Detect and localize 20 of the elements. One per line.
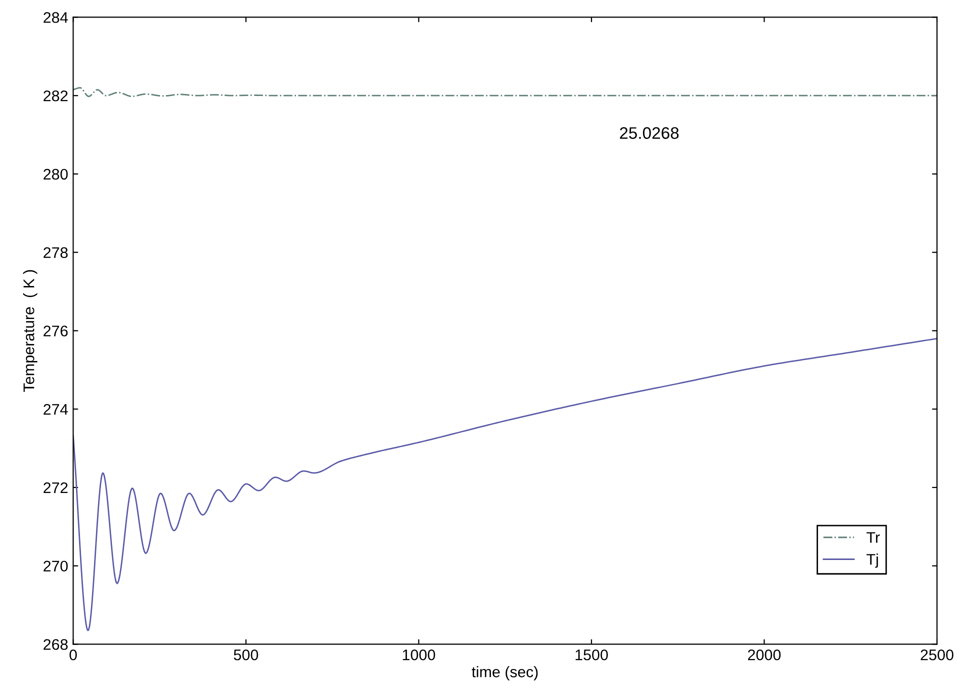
legend-label: Tr <box>866 532 880 543</box>
annotation: 25.0268 <box>620 127 679 139</box>
y-tick-label: 274 <box>44 404 68 415</box>
x-tick-label: 1000 <box>402 649 436 660</box>
y-tick-label: 278 <box>44 247 68 258</box>
y-tick-label: 280 <box>44 168 68 180</box>
x-tick-label: 2500 <box>920 649 954 660</box>
x-tick-label: 2000 <box>748 649 781 660</box>
y-tick-label: 276 <box>44 326 68 336</box>
x-axis-title: time (sec) <box>472 666 538 680</box>
y-tick-label: 270 <box>44 560 68 572</box>
y-tick-label: 284 <box>44 12 68 23</box>
y-tick-label: 272 <box>44 482 68 494</box>
x-tick-label: 1500 <box>576 649 608 660</box>
x-tick-label: 500 <box>234 649 258 660</box>
y-tick-label: 282 <box>44 90 68 102</box>
legend-label: Tj <box>866 554 878 568</box>
y-tick-label: 268 <box>44 639 68 650</box>
y-axis-title: Temperature ( K ) <box>23 270 38 392</box>
x-tick-label: 0 <box>70 649 77 660</box>
